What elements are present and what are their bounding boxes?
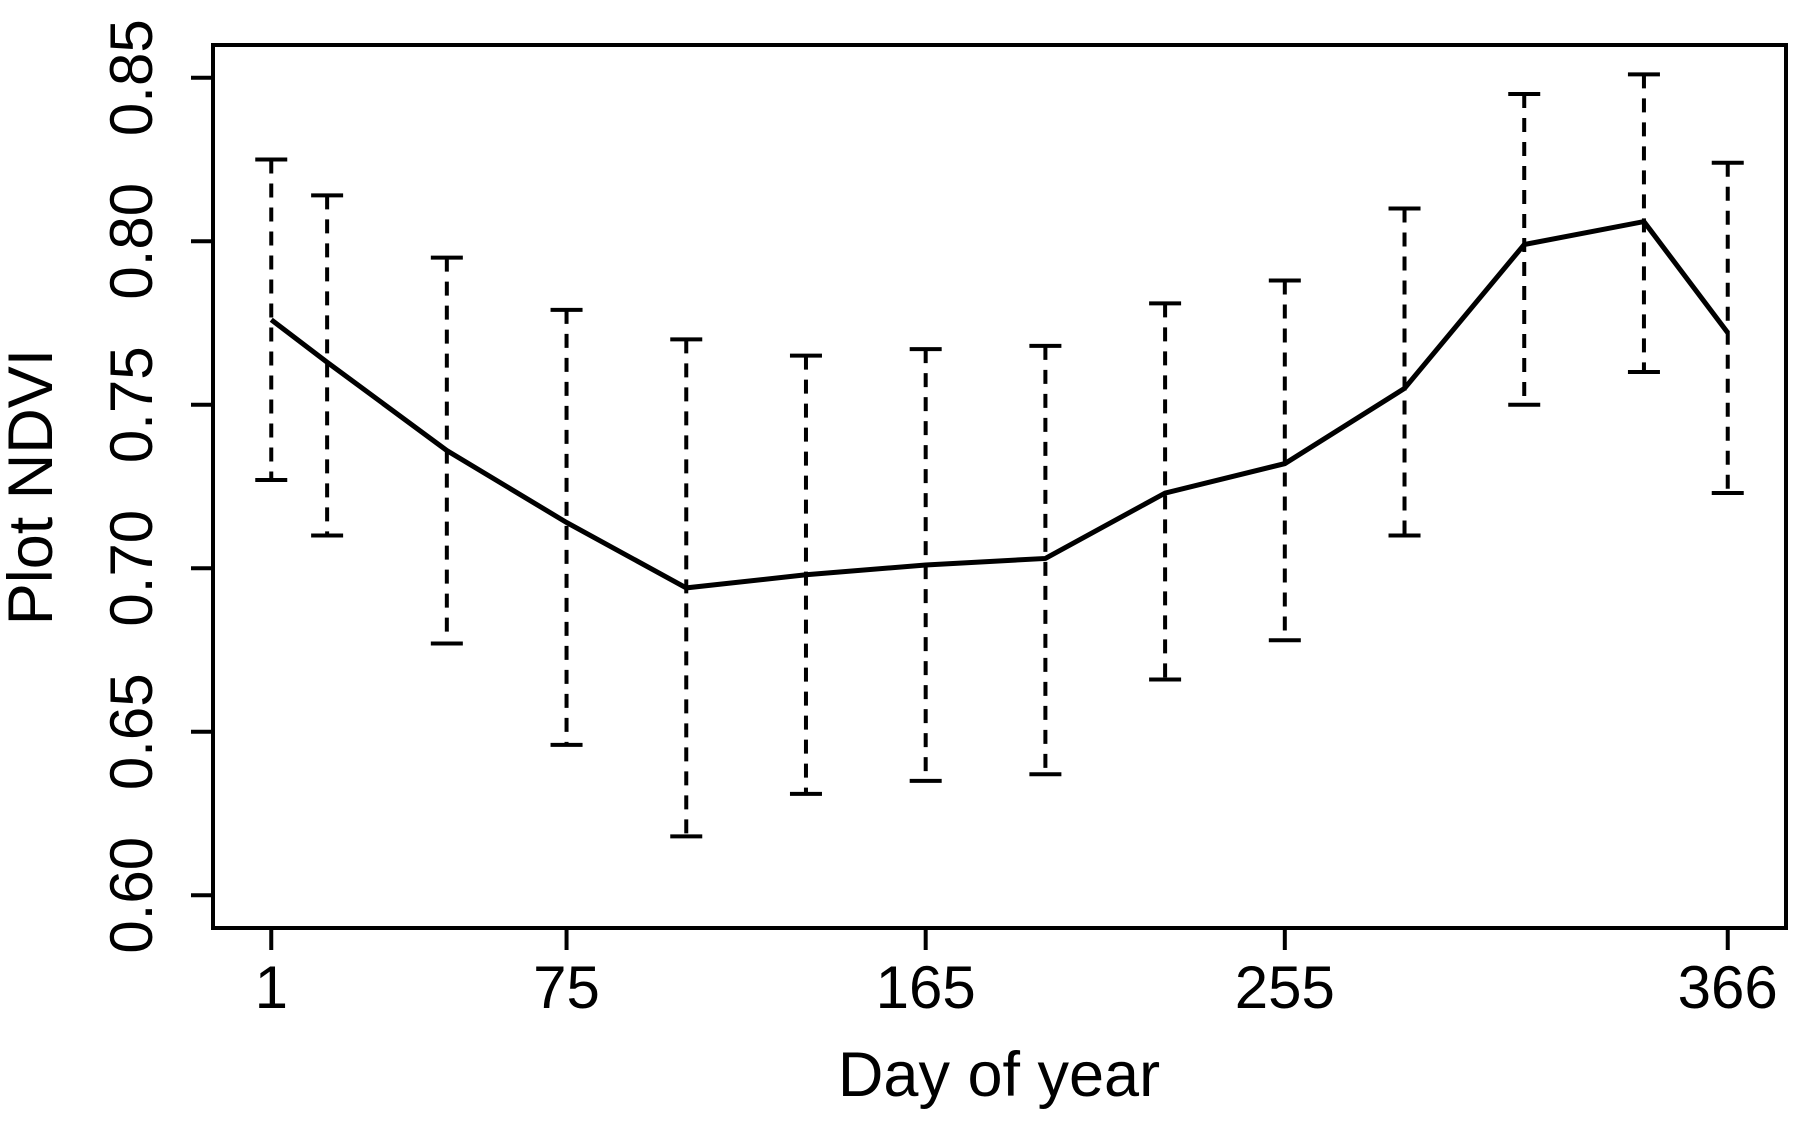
y-axis-tick-label: 0.60 xyxy=(98,837,165,954)
x-axis-tick-label: 75 xyxy=(533,954,600,1021)
x-axis-tick-label: 1 xyxy=(255,954,288,1021)
x-axis-tick-label: 255 xyxy=(1235,954,1335,1021)
ndvi-mean-line xyxy=(269,218,1730,591)
plot-area: 1 75 165 255 366 0.60 0.65 0.70 0.75 0.80 0.85 xyxy=(98,19,1788,1021)
plot-border xyxy=(211,43,1788,930)
y-axis-tick-label: 0.85 xyxy=(98,19,165,136)
y-axis-tick-label: 0.65 xyxy=(98,673,165,790)
y-axis-tick-label: 0.75 xyxy=(98,346,165,463)
x-axis-tick-label: 165 xyxy=(876,954,976,1021)
y-axis-tick-label: 0.80 xyxy=(98,183,165,300)
x-axis-label: Day of year xyxy=(838,1040,1160,1110)
y-axis-tick-label: 0.70 xyxy=(98,510,165,627)
y-axis-label: Plot NDVI xyxy=(0,349,66,626)
x-axis-tick-label: 366 xyxy=(1678,954,1778,1021)
